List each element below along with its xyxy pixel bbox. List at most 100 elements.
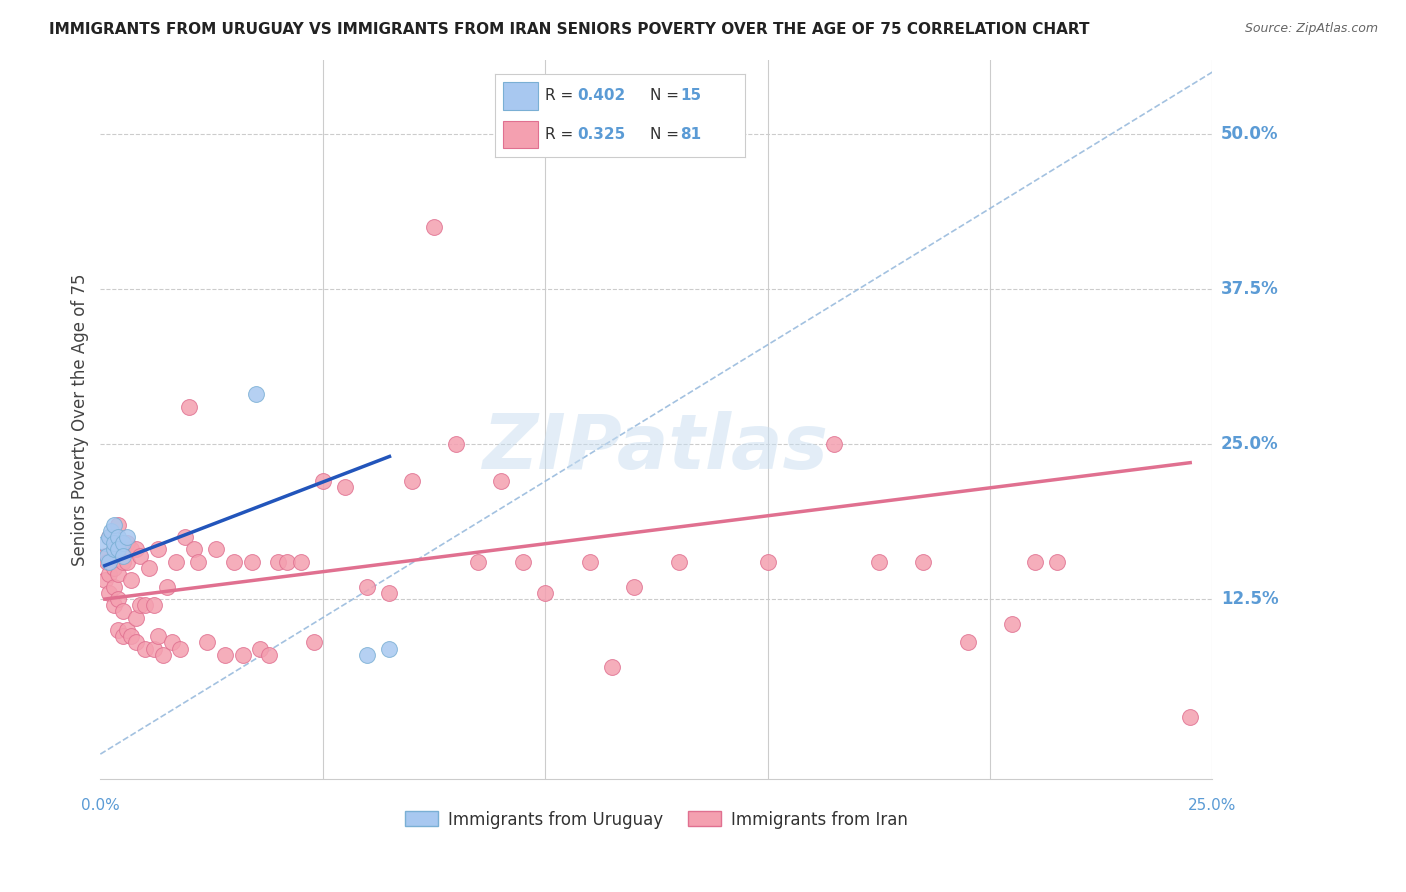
Point — [98, 555, 121, 569]
Point — [134, 599, 156, 613]
Point — [94, 536, 117, 550]
Point — [222, 555, 245, 569]
Point — [600, 660, 623, 674]
Point — [756, 555, 779, 569]
Point — [214, 648, 236, 662]
Point — [276, 555, 298, 569]
Point — [111, 536, 134, 550]
Point — [107, 592, 129, 607]
Point — [1001, 616, 1024, 631]
Point — [169, 641, 191, 656]
Point — [173, 530, 195, 544]
Text: Source: ZipAtlas.com: Source: ZipAtlas.com — [1244, 22, 1378, 36]
Point — [534, 586, 557, 600]
Point — [156, 580, 179, 594]
Point — [142, 599, 165, 613]
Point — [179, 400, 201, 414]
Text: 0.0%: 0.0% — [82, 797, 120, 813]
Point — [205, 542, 228, 557]
Point — [103, 542, 125, 557]
Point — [103, 517, 125, 532]
Point — [96, 555, 118, 569]
Legend: Immigrants from Uruguay, Immigrants from Iran: Immigrants from Uruguay, Immigrants from… — [398, 804, 915, 835]
Point — [423, 220, 446, 235]
Point — [259, 648, 281, 662]
Point — [121, 629, 143, 643]
Text: ZIPatlas: ZIPatlas — [484, 411, 830, 485]
Point — [152, 648, 174, 662]
Point — [302, 635, 325, 649]
Point — [94, 549, 117, 563]
Point — [187, 555, 209, 569]
Point — [1180, 710, 1202, 724]
Point — [912, 555, 935, 569]
Point — [98, 530, 121, 544]
Point — [148, 542, 170, 557]
Point — [125, 542, 148, 557]
Point — [100, 524, 122, 538]
Point — [111, 605, 134, 619]
Point — [232, 648, 254, 662]
Text: IMMIGRANTS FROM URUGUAY VS IMMIGRANTS FROM IRAN SENIORS POVERTY OVER THE AGE OF : IMMIGRANTS FROM URUGUAY VS IMMIGRANTS FR… — [49, 22, 1090, 37]
Point — [148, 629, 170, 643]
Point — [444, 437, 467, 451]
Text: 50.0%: 50.0% — [1220, 125, 1278, 143]
Point — [356, 648, 378, 662]
Point — [378, 641, 401, 656]
Point — [129, 599, 152, 613]
Point — [240, 555, 263, 569]
Point — [107, 567, 129, 582]
Point — [868, 555, 890, 569]
Y-axis label: Seniors Poverty Over the Age of 75: Seniors Poverty Over the Age of 75 — [72, 273, 89, 566]
Point — [623, 580, 645, 594]
Point — [668, 555, 690, 569]
Point — [98, 586, 121, 600]
Point — [1024, 555, 1046, 569]
Point — [111, 629, 134, 643]
Point — [107, 517, 129, 532]
Point — [267, 555, 290, 569]
Point — [142, 641, 165, 656]
Point — [356, 580, 378, 594]
Point — [489, 475, 512, 489]
Point — [115, 536, 138, 550]
Point — [115, 530, 138, 544]
Point — [165, 555, 187, 569]
Text: 25.0%: 25.0% — [1220, 435, 1278, 453]
Point — [115, 555, 138, 569]
Point — [98, 530, 121, 544]
Point — [111, 555, 134, 569]
Point — [103, 561, 125, 575]
Point — [195, 635, 218, 649]
Point — [378, 586, 401, 600]
Point — [107, 530, 129, 544]
Text: 37.5%: 37.5% — [1220, 280, 1278, 298]
Point — [160, 635, 183, 649]
Point — [121, 574, 143, 588]
Point — [107, 623, 129, 637]
Point — [134, 641, 156, 656]
Point — [125, 610, 148, 624]
Point — [125, 635, 148, 649]
Point — [103, 542, 125, 557]
Text: 12.5%: 12.5% — [1220, 591, 1278, 608]
Point — [823, 437, 845, 451]
Point — [129, 549, 152, 563]
Point — [115, 623, 138, 637]
Point — [138, 561, 160, 575]
Point — [96, 549, 118, 563]
Point — [111, 549, 134, 563]
Point — [183, 542, 205, 557]
Point — [98, 567, 121, 582]
Text: 25.0%: 25.0% — [1188, 797, 1237, 813]
Point — [290, 555, 312, 569]
Point — [249, 641, 271, 656]
Point — [245, 387, 267, 401]
Point — [312, 475, 335, 489]
Point — [121, 542, 143, 557]
Point — [111, 542, 134, 557]
Point — [578, 555, 600, 569]
Point — [103, 536, 125, 550]
Point — [103, 580, 125, 594]
Point — [956, 635, 979, 649]
